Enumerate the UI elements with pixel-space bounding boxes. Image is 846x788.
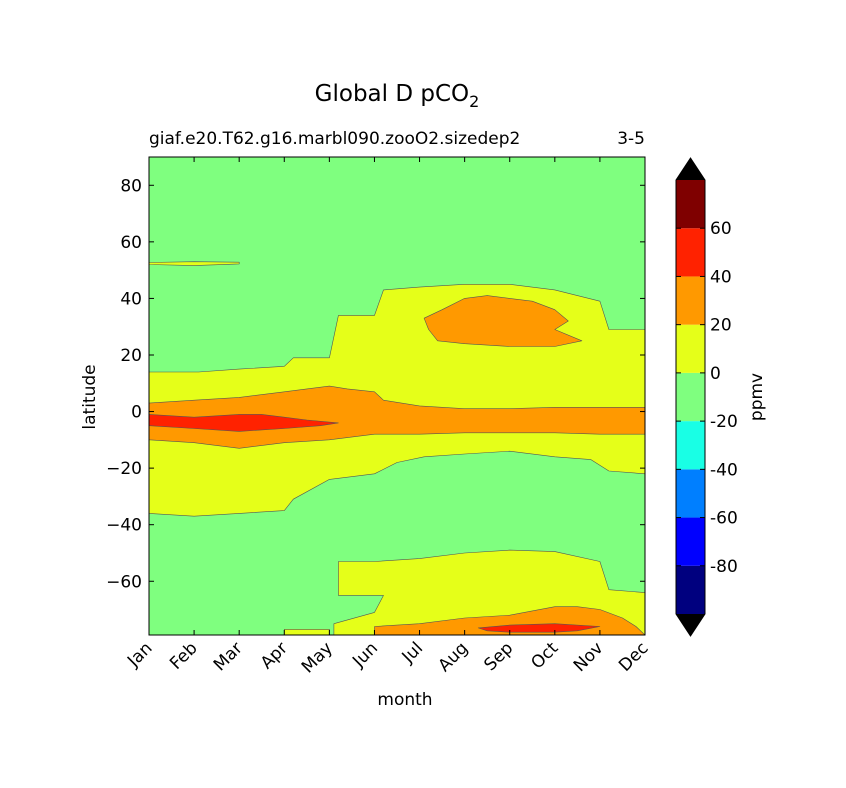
y-tick-label: 40 (120, 289, 142, 309)
y-tick-label: −20 (106, 459, 142, 479)
contour-region-5 (423, 295, 583, 347)
y-tick-label: −60 (106, 572, 142, 592)
contour-region-4 (149, 385, 645, 449)
colorbar-tick-label: -80 (710, 557, 738, 577)
x-tick-label: Aug (435, 638, 473, 676)
colorbar-band-6 (676, 276, 705, 325)
colorbar-band-2 (676, 469, 705, 518)
y-axis: 80 60 40 20 0 −20 −40 −60 (106, 176, 645, 592)
y-tick-label: 0 (131, 403, 142, 423)
chart-title: Global D pCO2 (315, 81, 480, 111)
colorbar-ticks: 60 40 20 0 -20 -40 -60 -80 (676, 219, 738, 577)
plot-frame (148, 156, 646, 636)
x-tick-label: Apr (257, 638, 292, 673)
x-tick-label: Nov (570, 638, 608, 676)
x-tick-label: Jul (398, 638, 427, 667)
contour-regions (149, 261, 645, 635)
colorbar-band-0 (676, 565, 705, 614)
y-axis-label: latitude (80, 364, 100, 429)
colorbar-under-arrow (676, 614, 705, 636)
colorbar-band-3 (676, 421, 705, 470)
colorbar-tick-label: 20 (710, 316, 732, 336)
left-subtitle: giaf.e20.T62.g16.marbl090.zooO2.sizedep2 (149, 129, 520, 149)
x-tick-label: Feb (166, 638, 201, 673)
colorbar-band-7 (676, 228, 705, 277)
right-subtitle: 3-5 (617, 129, 645, 149)
colorbar-band-4 (676, 372, 705, 422)
colorbar-tick-label: -20 (710, 412, 738, 432)
colorbar-band-1 (676, 517, 705, 566)
y-tick-label: 60 (120, 233, 142, 253)
chart-title-text: Global D pCO (315, 81, 469, 107)
colorbar-over-arrow (676, 158, 705, 180)
x-tick-label: May (298, 638, 337, 677)
contour-region-1 (149, 261, 240, 266)
contour-region-7 (149, 414, 339, 432)
colorbar: 60 40 20 0 -20 -40 -60 -80 (675, 157, 738, 637)
chart-title-subscript: 2 (469, 92, 479, 111)
plot-area: 80 60 40 20 0 −20 −40 −60 Jan Feb Mar Apr May Jun Jul… (106, 156, 653, 677)
colorbar-bands (675, 157, 706, 637)
x-tick-label: Oct (527, 638, 562, 673)
x-tick-label: Dec (615, 638, 652, 675)
x-tick-label: Jan (123, 638, 156, 671)
colorbar-band-5 (676, 324, 705, 373)
x-tick-label: Sep (480, 638, 517, 675)
colorbar-tick-label: -60 (710, 509, 738, 529)
x-axis-label: month (377, 690, 432, 710)
colorbar-tick-label: 0 (710, 364, 721, 384)
y-tick-label: −40 (106, 516, 142, 536)
y-tick-label: 80 (120, 176, 142, 196)
colorbar-tick-label: -40 (710, 460, 738, 480)
contour-region-3 (283, 628, 330, 635)
y-tick-label: 20 (120, 346, 142, 366)
colorbar-tick-label: 40 (710, 267, 732, 287)
colorbar-label: ppmv (747, 373, 767, 421)
colorbar-band-8 (676, 180, 705, 229)
contour-region-8 (477, 623, 601, 633)
colorbar-tick-label: 60 (710, 219, 732, 239)
x-tick-label: Jun (348, 638, 382, 672)
x-tick-label: Mar (210, 638, 247, 675)
title-group: Global D pCO2 giaf.e20.T62.g16.marbl090.… (149, 81, 645, 149)
colorbar-outline (675, 157, 706, 637)
